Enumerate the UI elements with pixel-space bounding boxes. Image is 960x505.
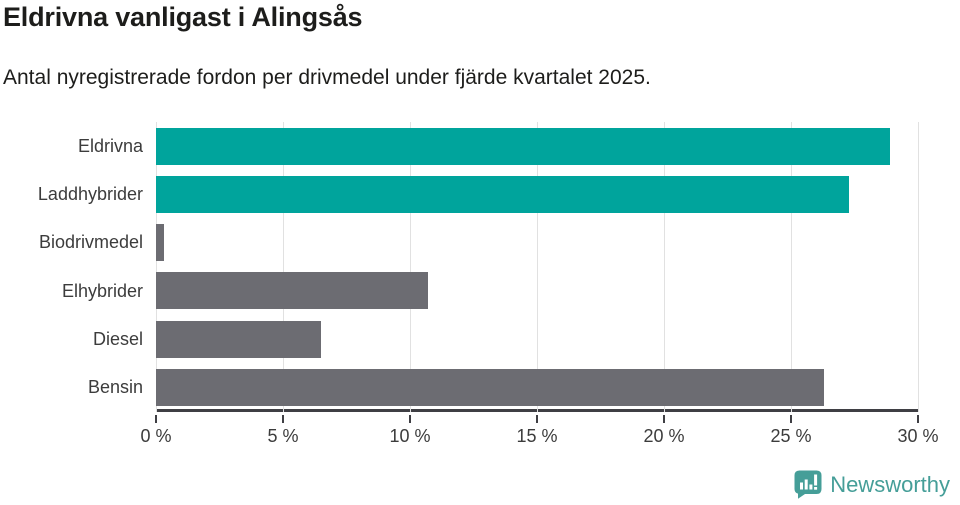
- x-tick-label-0: 0 %: [140, 426, 172, 446]
- x-tick-25: [790, 415, 792, 423]
- x-tick-20: [663, 415, 665, 423]
- x-tick-label-20: 20 %: [643, 426, 685, 446]
- bar-row: [156, 315, 918, 363]
- category-label-diesel: Diesel: [92, 328, 143, 349]
- gridline-20: [664, 122, 665, 412]
- x-tick-label-15: 15 %: [516, 426, 558, 446]
- chart-subtitle: Antal nyregistrerade fordon per drivmede…: [3, 66, 651, 89]
- x-axis: 0 % 5 % 10 % 15 % 20 % 25 % 30 %: [140, 415, 939, 455]
- x-tick-label-10: 10 %: [389, 426, 431, 446]
- category-label-eldrivna: Eldrivna: [77, 135, 143, 156]
- x-tick-label-30: 30 %: [897, 426, 939, 446]
- category-labels: Eldrivna Laddhybrider Biodrivmedel Elhybrid…: [0, 122, 143, 412]
- x-tick-label-5: 5 %: [267, 426, 299, 446]
- chart-title: Eldrivna vanligast i Alingsås: [3, 2, 363, 32]
- bar-row: [156, 170, 918, 218]
- bar-row: [156, 219, 918, 267]
- bar-row: [156, 364, 918, 412]
- gridline-0: [156, 122, 157, 412]
- bar-row: [156, 267, 918, 315]
- gridline-15: [537, 122, 538, 412]
- bar-laddhybrider: [156, 175, 850, 213]
- bar-diesel: [156, 320, 322, 358]
- gridline-10: [410, 122, 411, 412]
- category-label-elhybrider: Elhybrider: [61, 280, 143, 301]
- plot-area: [156, 122, 919, 412]
- newsworthy-logo: Newsworthy: [794, 470, 950, 499]
- bar-bensin: [156, 369, 825, 407]
- gridline-30: [918, 122, 919, 412]
- bar-elhybrider: [156, 272, 428, 310]
- category-label-laddhybrider: Laddhybrider: [37, 183, 143, 204]
- newsworthy-logo-text: Newsworthy: [830, 471, 950, 497]
- bar-chart: Eldrivna Laddhybrider Biodrivmedel Elhybrid…: [0, 122, 960, 452]
- gridline-25: [791, 122, 792, 412]
- gridline-5: [283, 122, 284, 412]
- newsworthy-logo-icon: [794, 470, 822, 499]
- x-tick-10: [409, 415, 411, 423]
- x-tick-30: [917, 415, 919, 423]
- category-label-biodrivmedel: Biodrivmedel: [38, 232, 143, 253]
- bar-row: [156, 122, 918, 170]
- category-label-bensin: Bensin: [87, 377, 143, 398]
- x-tick-15: [536, 415, 538, 423]
- x-tick-0: [155, 415, 157, 423]
- bar-biodrivmedel: [156, 224, 164, 262]
- bar-eldrivna: [156, 127, 891, 165]
- x-tick-label-25: 25 %: [770, 426, 812, 446]
- x-tick-5: [282, 415, 284, 423]
